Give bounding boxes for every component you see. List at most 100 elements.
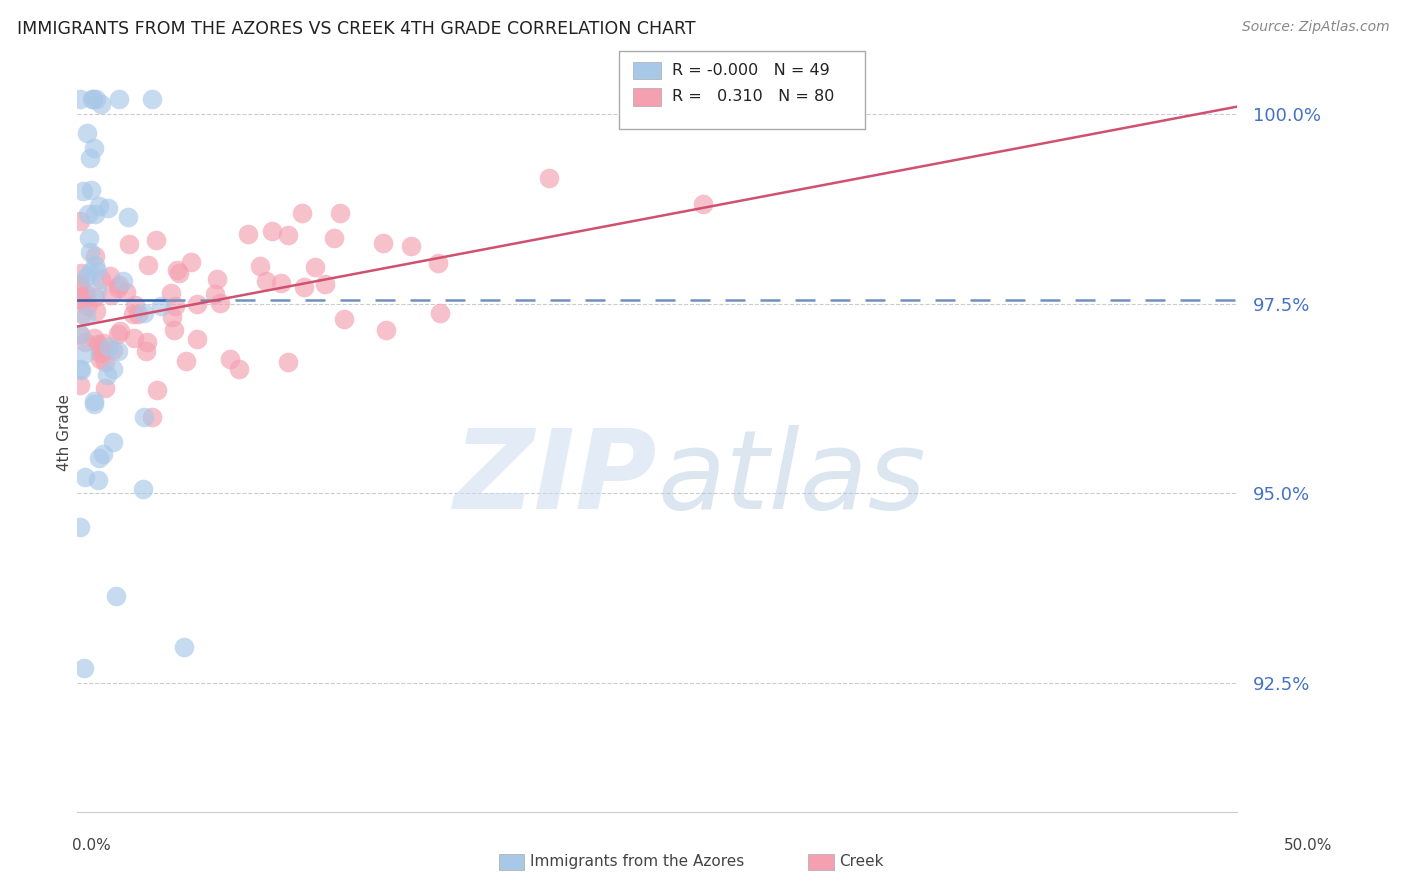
Text: Source: ZipAtlas.com: Source: ZipAtlas.com	[1241, 20, 1389, 34]
Point	[132, 410, 155, 425]
Point	[84, 290, 107, 304]
Point	[204, 287, 226, 301]
Point	[101, 435, 124, 450]
Point	[399, 239, 422, 253]
Point	[82, 92, 104, 106]
Point	[254, 274, 277, 288]
Point	[70, 363, 93, 377]
Point	[69, 277, 91, 291]
Point	[87, 336, 110, 351]
Point	[291, 206, 314, 220]
Point	[75, 309, 97, 323]
Point	[86, 263, 108, 277]
Point	[89, 346, 111, 360]
Point	[70, 266, 93, 280]
Point	[70, 293, 93, 308]
Point	[108, 324, 131, 338]
Point	[79, 265, 101, 279]
Point	[107, 344, 129, 359]
Point	[115, 285, 138, 299]
Point	[91, 335, 114, 350]
Point	[79, 231, 101, 245]
Text: R =   0.310   N = 80: R = 0.310 N = 80	[672, 89, 834, 104]
Point	[163, 299, 186, 313]
Point	[75, 270, 97, 285]
Point	[537, 171, 560, 186]
Point	[69, 378, 91, 392]
Point	[138, 258, 160, 272]
Point	[100, 287, 122, 301]
Point	[94, 381, 117, 395]
Point	[218, 352, 240, 367]
Point	[107, 326, 129, 341]
Point	[83, 141, 105, 155]
Point	[90, 345, 112, 359]
Point	[314, 277, 336, 291]
Point	[180, 254, 202, 268]
Text: R = -0.000   N = 49: R = -0.000 N = 49	[672, 63, 830, 78]
Point	[249, 259, 271, 273]
Point	[134, 306, 156, 320]
Point	[90, 97, 112, 112]
Text: ZIP: ZIP	[454, 425, 658, 532]
Point	[79, 151, 101, 165]
Point	[69, 327, 91, 342]
Point	[83, 397, 105, 411]
Point	[429, 306, 451, 320]
Point	[83, 207, 105, 221]
Text: Creek: Creek	[839, 855, 884, 869]
Point	[135, 344, 157, 359]
Point	[228, 361, 250, 376]
Point	[70, 307, 93, 321]
Point	[96, 368, 118, 382]
Point	[76, 299, 98, 313]
Point	[91, 447, 114, 461]
Point	[145, 233, 167, 247]
Point	[84, 303, 107, 318]
Point	[72, 289, 94, 303]
Point	[75, 287, 97, 301]
Point	[69, 92, 91, 106]
Point	[83, 249, 105, 263]
Point	[79, 183, 101, 197]
Point	[89, 352, 111, 367]
Point	[87, 199, 110, 213]
Point	[292, 279, 315, 293]
Point	[73, 347, 96, 361]
Point	[69, 362, 91, 376]
Point	[173, 640, 195, 655]
Point	[149, 299, 172, 313]
Point	[373, 236, 395, 251]
Point	[692, 197, 714, 211]
Point	[101, 362, 124, 376]
Point	[84, 258, 107, 272]
Point	[69, 214, 91, 228]
Point	[163, 323, 186, 337]
Point	[260, 224, 283, 238]
Point	[117, 210, 139, 224]
Point	[270, 277, 292, 291]
Y-axis label: 4th Grade: 4th Grade	[56, 394, 72, 471]
Point	[69, 327, 91, 342]
Point	[426, 256, 449, 270]
Point	[79, 244, 101, 259]
Point	[83, 393, 105, 408]
Point	[90, 342, 112, 356]
Point	[89, 450, 111, 465]
Point	[208, 296, 231, 310]
Point	[82, 92, 104, 106]
Text: atlas: atlas	[658, 425, 927, 532]
Point	[122, 306, 145, 320]
Point	[87, 474, 110, 488]
Point	[72, 184, 94, 198]
Text: 50.0%: 50.0%	[1284, 838, 1331, 853]
Point	[374, 323, 396, 337]
Point	[107, 278, 129, 293]
Point	[166, 263, 188, 277]
Point	[236, 227, 259, 241]
Point	[135, 334, 157, 349]
Point	[145, 383, 167, 397]
Point	[69, 520, 91, 534]
Point	[304, 260, 326, 274]
Point	[108, 92, 131, 106]
